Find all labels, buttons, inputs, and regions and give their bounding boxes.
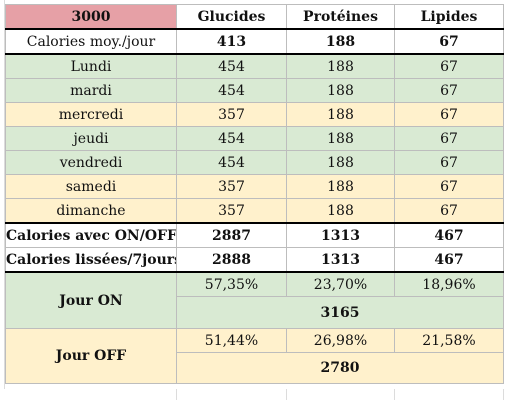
goal-cell[interactable]: 3000 (5, 4, 177, 30)
day-proteines[interactable]: 188 (286, 102, 395, 127)
jour-on-glucides-pct[interactable]: 57,35% (176, 271, 287, 297)
day-lipides[interactable]: 67 (394, 126, 504, 151)
day-lipides[interactable]: 67 (394, 78, 504, 103)
day-label[interactable]: vendredi (5, 150, 177, 175)
smoothed-label[interactable]: Calories lissées/7jours (5, 247, 177, 273)
avg-glucides[interactable]: 413 (176, 28, 287, 55)
header-proteines[interactable]: Protéines (286, 4, 395, 30)
jour-off-glucides-pct[interactable]: 51,44% (176, 328, 287, 353)
day-proteines[interactable]: 188 (286, 126, 395, 151)
avg-label[interactable]: Calories moy./jour (5, 28, 177, 55)
day-lipides[interactable]: 67 (394, 150, 504, 175)
header-glucides[interactable]: Glucides (176, 4, 287, 30)
day-glucides[interactable]: 357 (176, 102, 287, 127)
day-label[interactable]: dimanche (5, 198, 177, 224)
jour-off-total-row: 2780 (6, 352, 504, 384)
day-lipides[interactable]: 67 (394, 102, 504, 127)
day-glucides[interactable]: 454 (176, 78, 287, 103)
jour-on-proteines-pct[interactable]: 23,70% (286, 271, 395, 297)
macro-table: 3000 Glucides Protéines Lipides Calories… (5, 4, 504, 384)
smoothed-proteines[interactable]: 1313 (286, 247, 395, 273)
jour-on-lipides-pct[interactable]: 18,96% (394, 271, 504, 297)
onoff-label[interactable]: Calories avec ON/OFF (5, 222, 177, 248)
day-label[interactable]: jeudi (5, 126, 177, 151)
jour-on-pct-row: Jour ON 57,35% 23,70% 18,96% (5, 271, 504, 329)
day-row: mardi 454 188 67 (5, 78, 504, 103)
jour-off-pct-row: Jour OFF 51,44% 26,98% 21,58% (5, 328, 504, 384)
day-proteines[interactable]: 188 (286, 53, 395, 79)
jour-off-label[interactable]: Jour OFF (5, 328, 177, 384)
day-glucides[interactable]: 357 (176, 198, 287, 224)
onoff-proteines[interactable]: 1313 (286, 222, 395, 248)
smoothed-lipides[interactable]: 467 (394, 247, 504, 273)
day-lipides[interactable]: 67 (394, 198, 504, 224)
sheet-empty-area (0, 389, 507, 400)
day-row: jeudi 454 188 67 (5, 126, 504, 151)
day-label[interactable]: mardi (5, 78, 177, 103)
jour-on-total-row: 3165 (6, 296, 504, 329)
day-label[interactable]: Lundi (5, 53, 177, 79)
header-row: 3000 Glucides Protéines Lipides (5, 4, 504, 30)
day-proteines[interactable]: 188 (286, 174, 395, 199)
onoff-lipides[interactable]: 467 (394, 222, 504, 248)
day-proteines[interactable]: 188 (286, 78, 395, 103)
day-row: vendredi 454 188 67 (5, 150, 504, 175)
jour-off-lipides-pct[interactable]: 21,58% (394, 328, 504, 353)
day-lipides[interactable]: 67 (394, 174, 504, 199)
day-glucides[interactable]: 454 (176, 150, 287, 175)
day-row: samedi 357 188 67 (5, 174, 504, 199)
day-glucides[interactable]: 454 (176, 126, 287, 151)
day-proteines[interactable]: 188 (286, 198, 395, 224)
onoff-glucides[interactable]: 2887 (176, 222, 287, 248)
jour-on-label[interactable]: Jour ON (5, 271, 177, 329)
header-lipides[interactable]: Lipides (394, 4, 504, 30)
smoothed-row: Calories lissées/7jours 2888 1313 467 (5, 247, 504, 273)
day-row: mercredi 357 188 67 (5, 102, 504, 127)
jour-off-total[interactable]: 2780 (176, 352, 504, 384)
day-label[interactable]: mercredi (5, 102, 177, 127)
day-label[interactable]: samedi (5, 174, 177, 199)
day-glucides[interactable]: 357 (176, 174, 287, 199)
onoff-row: Calories avec ON/OFF 2887 1313 467 (5, 222, 504, 248)
day-row: Lundi 454 188 67 (5, 53, 504, 79)
avg-proteines[interactable]: 188 (286, 28, 395, 55)
jour-off-proteines-pct[interactable]: 26,98% (286, 328, 395, 353)
smoothed-glucides[interactable]: 2888 (176, 247, 287, 273)
day-lipides[interactable]: 67 (394, 53, 504, 79)
day-row: dimanche 357 188 67 (5, 198, 504, 224)
jour-on-total[interactable]: 3165 (176, 296, 504, 329)
avg-row: Calories moy./jour 413 188 67 (5, 28, 504, 55)
day-glucides[interactable]: 454 (176, 53, 287, 79)
avg-lipides[interactable]: 67 (394, 28, 504, 55)
day-proteines[interactable]: 188 (286, 150, 395, 175)
